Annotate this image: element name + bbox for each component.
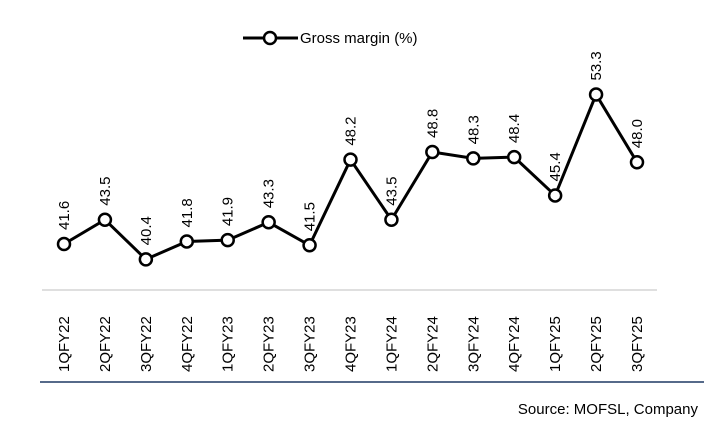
- marker: [138, 252, 154, 267]
- x-tick-label: 1QFY24: [383, 316, 400, 372]
- x-tick-label: 3QFY22: [138, 316, 155, 372]
- x-tick-label: 2QFY24: [424, 316, 441, 372]
- marker: [97, 212, 113, 227]
- data-label: 53.3: [588, 51, 605, 80]
- marker: [629, 154, 645, 170]
- data-label: 43.5: [383, 177, 400, 206]
- marker: [384, 212, 399, 227]
- data-label: 41.5: [302, 202, 319, 231]
- marker: [343, 152, 358, 167]
- marker: [220, 232, 235, 248]
- data-label: 48.2: [343, 116, 360, 145]
- marker: [466, 151, 481, 166]
- marker: [179, 234, 195, 249]
- marker: [302, 238, 317, 253]
- data-label: 41.9: [220, 197, 237, 226]
- x-tick-label: 4QFY23: [343, 316, 360, 372]
- x-tick-label: 1QFY25: [547, 316, 564, 372]
- marker: [588, 87, 604, 102]
- marker: [425, 144, 440, 160]
- marker: [506, 149, 522, 165]
- x-tick-label: 4QFY24: [506, 316, 523, 372]
- data-label: 43.3: [261, 179, 278, 208]
- x-tick-label: 3QFY23: [302, 316, 319, 372]
- source-note: Source: MOFSL, Company: [518, 401, 699, 418]
- data-label: 48.0: [629, 119, 646, 148]
- x-tick-label: 2QFY23: [261, 316, 278, 372]
- x-tick-label: 2QFY25: [588, 316, 605, 372]
- data-label: 48.4: [506, 114, 523, 143]
- data-label: 41.8: [179, 198, 196, 227]
- x-tick-label: 1QFY22: [56, 316, 73, 372]
- x-tick-label: 2QFY22: [97, 316, 114, 372]
- data-label: 48.8: [424, 109, 441, 138]
- data-label: 45.4: [547, 152, 564, 181]
- data-label: 43.5: [97, 177, 114, 206]
- data-label: 41.6: [56, 201, 73, 230]
- data-label: 48.3: [465, 115, 482, 144]
- data-label: 40.4: [138, 216, 155, 245]
- marker: [56, 236, 72, 252]
- x-tick-label: 4QFY22: [179, 316, 196, 372]
- x-tick-label: 3QFY24: [465, 316, 482, 372]
- legend-marker: [262, 30, 278, 46]
- x-tick-label: 1QFY23: [220, 316, 237, 372]
- marker: [547, 188, 563, 203]
- x-tick-label: 3QFY25: [629, 316, 646, 372]
- legend-label: Gross margin (%): [300, 30, 418, 47]
- marker: [261, 215, 276, 230]
